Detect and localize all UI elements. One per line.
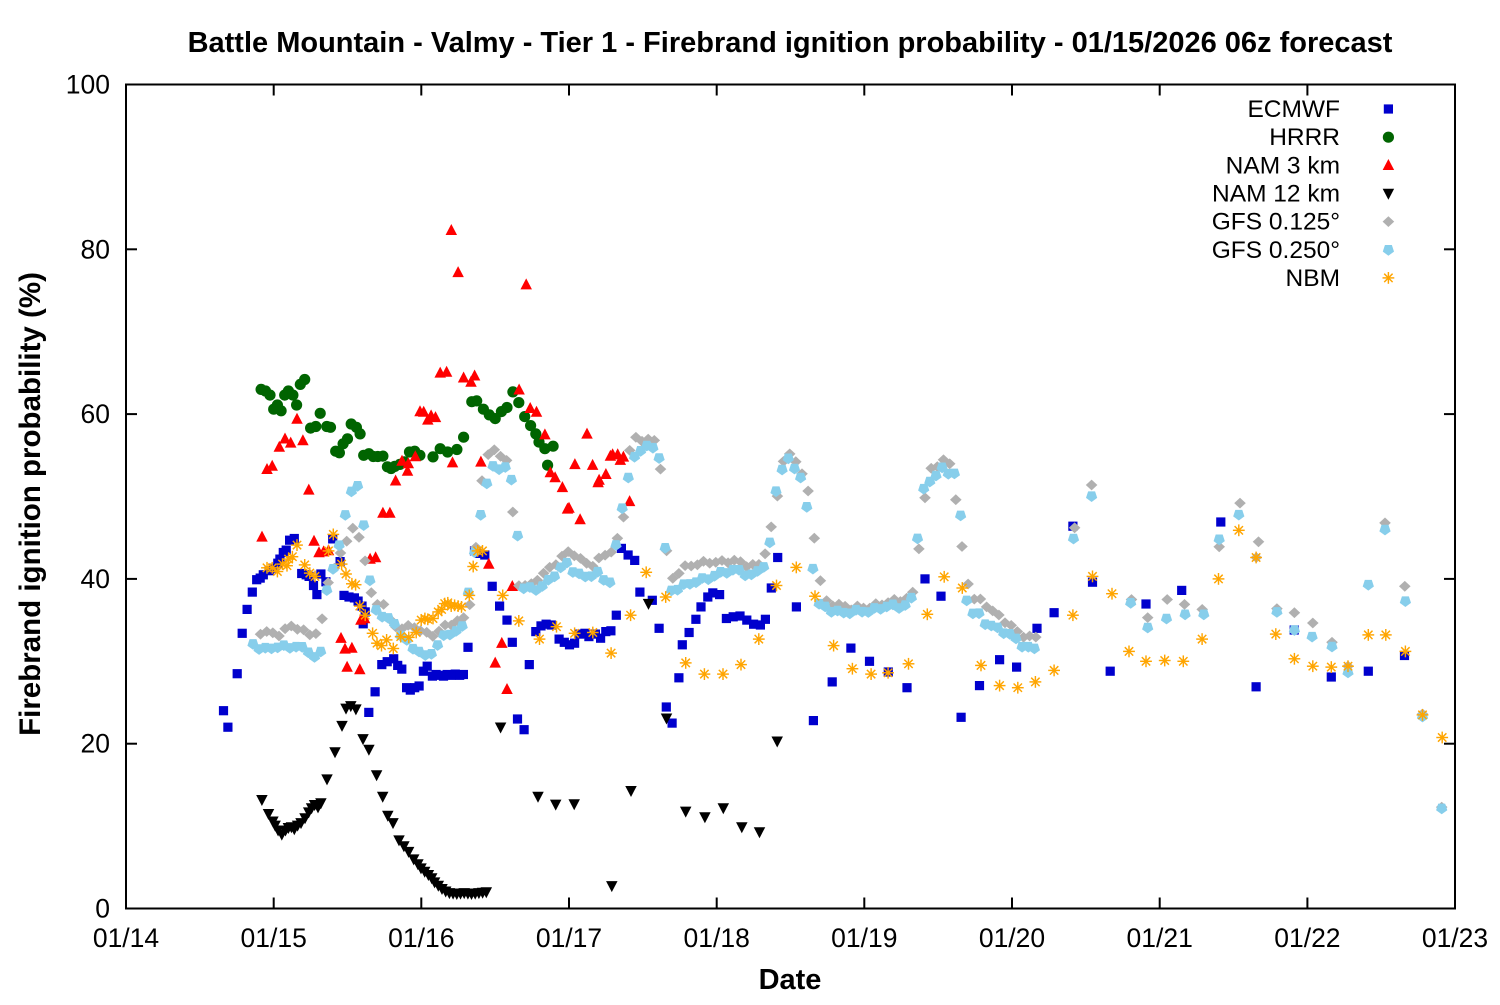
svg-text:Battle Mountain - Valmy - Tier: Battle Mountain - Valmy - Tier 1 - Fireb… (188, 27, 1393, 59)
svg-text:01/21: 01/21 (1127, 923, 1193, 953)
svg-text:01/20: 01/20 (979, 923, 1045, 953)
svg-text:20: 20 (81, 729, 110, 759)
svg-text:01/15: 01/15 (241, 923, 307, 953)
svg-text:Date: Date (759, 964, 822, 996)
svg-text:01/23: 01/23 (1422, 923, 1488, 953)
svg-text:0: 0 (95, 894, 110, 924)
svg-text:01/17: 01/17 (536, 923, 602, 953)
svg-text:01/14: 01/14 (93, 923, 159, 953)
svg-text:Firebrand ignition probability: Firebrand ignition probability (%) (14, 272, 47, 736)
svg-text:GFS 0.250°: GFS 0.250° (1212, 237, 1340, 264)
svg-text:01/19: 01/19 (831, 923, 897, 953)
svg-text:01/18: 01/18 (684, 923, 750, 953)
svg-text:40: 40 (81, 564, 110, 594)
svg-text:100: 100 (66, 70, 110, 100)
svg-text:60: 60 (81, 399, 110, 429)
svg-text:NAM 3 km: NAM 3 km (1226, 152, 1340, 179)
svg-text:01/16: 01/16 (388, 923, 454, 953)
svg-text:NBM: NBM (1286, 265, 1340, 292)
svg-text:GFS 0.125°: GFS 0.125° (1212, 209, 1340, 236)
svg-text:01/22: 01/22 (1274, 923, 1340, 953)
svg-text:NAM 12 km: NAM 12 km (1212, 180, 1340, 207)
svg-text:80: 80 (81, 234, 110, 264)
svg-text:HRRR: HRRR (1269, 124, 1340, 151)
svg-text:ECMWF: ECMWF (1247, 96, 1340, 123)
